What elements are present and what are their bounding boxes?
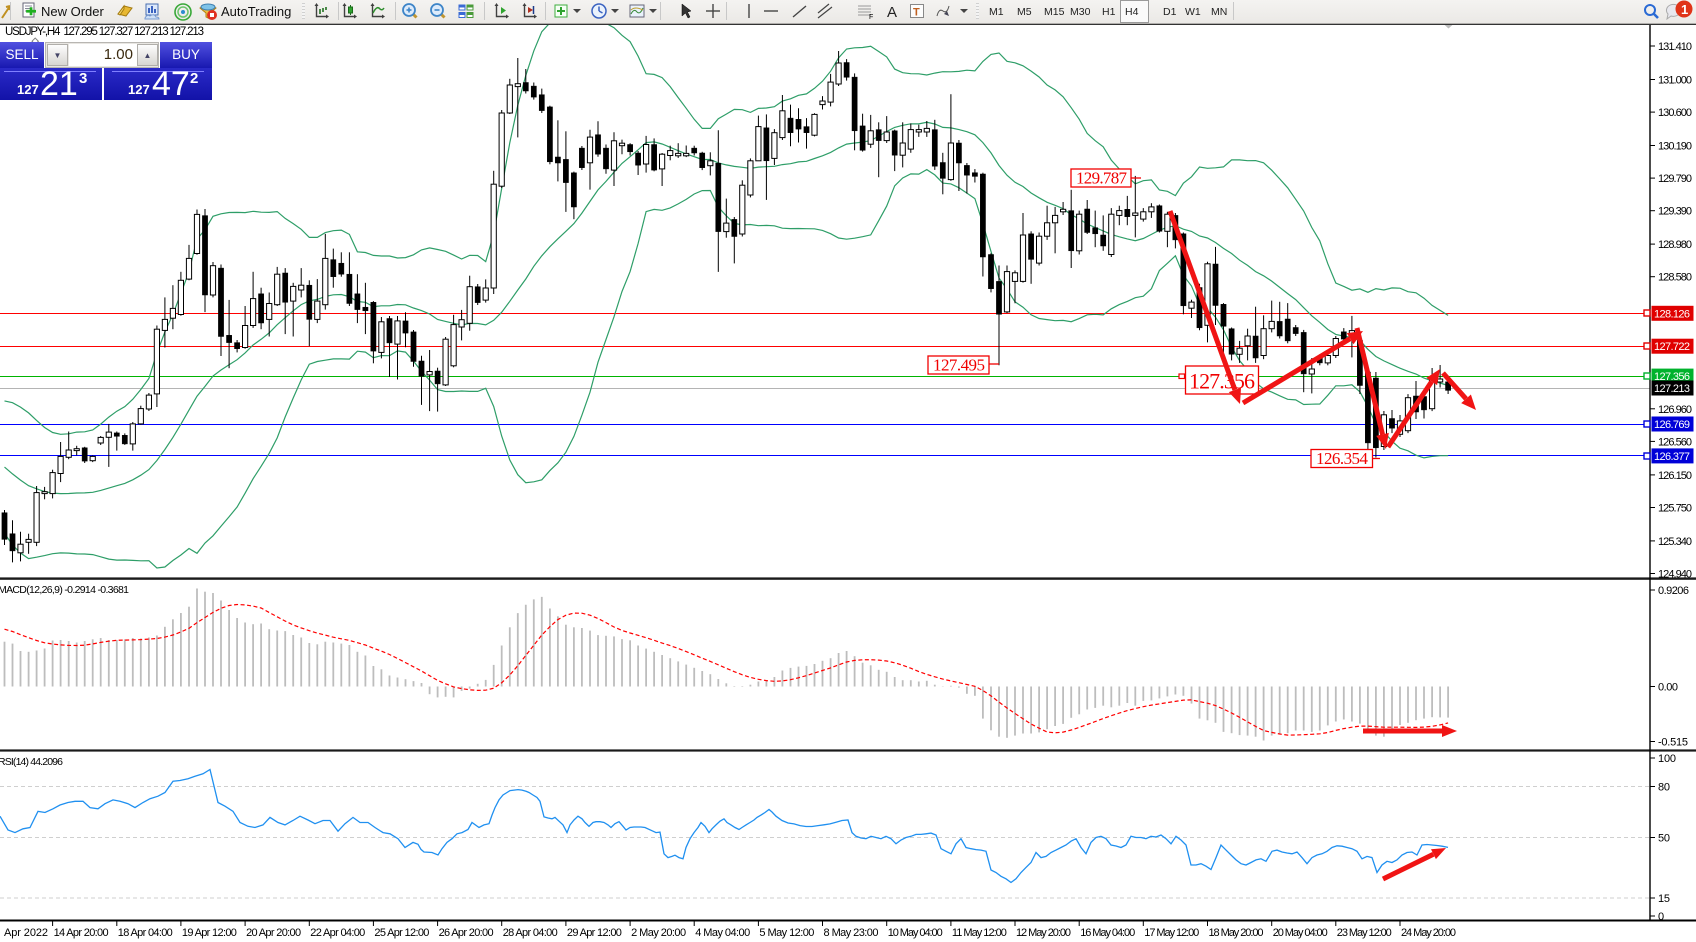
- svg-text:50: 50: [1658, 833, 1670, 845]
- svg-text:128.980: 128.980: [1658, 239, 1692, 251]
- svg-text:131.000: 131.000: [1658, 75, 1692, 87]
- svg-text:129.787: 129.787: [1076, 169, 1128, 188]
- svg-text:17 May 12:00: 17 May 12:00: [1144, 927, 1199, 939]
- svg-text:20 Apr 20:00: 20 Apr 20:00: [246, 927, 301, 939]
- svg-text:10 May 04:00: 10 May 04:00: [888, 927, 943, 939]
- svg-text:F: F: [869, 14, 873, 21]
- svg-text:USDJPY-,H4 127.295 127.327 12: USDJPY-,H4 127.295 127.327 127.213 127.2…: [5, 26, 204, 38]
- svg-text:Apr 2022: Apr 2022: [4, 927, 48, 939]
- svg-text:T: T: [913, 7, 920, 19]
- svg-text:128.580: 128.580: [1658, 272, 1692, 284]
- svg-text:MACD(12,26,9) -0.2914 -0.3681: MACD(12,26,9) -0.2914 -0.3681: [0, 584, 129, 596]
- svg-text:100: 100: [1658, 753, 1676, 765]
- svg-text:11 May 12:00: 11 May 12:00: [952, 927, 1007, 939]
- svg-text:127.495: 127.495: [933, 356, 985, 375]
- svg-text:126.377: 126.377: [1654, 451, 1690, 463]
- svg-text:127.722: 127.722: [1654, 341, 1690, 353]
- svg-text:126.769: 126.769: [1654, 419, 1690, 431]
- svg-text:4 May 04:00: 4 May 04:00: [695, 927, 750, 939]
- svg-text:127.213: 127.213: [1654, 383, 1690, 395]
- svg-text:18 May 20:00: 18 May 20:00: [1209, 927, 1264, 939]
- svg-text:2 May 20:00: 2 May 20:00: [631, 927, 686, 939]
- svg-text:129.390: 129.390: [1658, 206, 1692, 218]
- svg-text:22 Apr 04:00: 22 Apr 04:00: [310, 927, 365, 939]
- svg-text:128.126: 128.126: [1654, 308, 1690, 320]
- svg-text:-0.515: -0.515: [1658, 737, 1688, 749]
- svg-text:23 May 12:00: 23 May 12:00: [1337, 927, 1392, 939]
- svg-text:20 May 04:00: 20 May 04:00: [1273, 927, 1328, 939]
- svg-text:14 Apr 20:00: 14 Apr 20:00: [54, 927, 109, 939]
- svg-text:26 Apr 20:00: 26 Apr 20:00: [439, 927, 494, 939]
- svg-text:125.340: 125.340: [1658, 536, 1692, 548]
- svg-text:0.00: 0.00: [1658, 682, 1678, 694]
- svg-text:0.9206: 0.9206: [1658, 585, 1689, 597]
- svg-text:126.150: 126.150: [1658, 470, 1692, 482]
- svg-text:126.960: 126.960: [1658, 404, 1692, 416]
- svg-text:25 Apr 12:00: 25 Apr 12:00: [374, 927, 429, 939]
- svg-text:19 Apr 12:00: 19 Apr 12:00: [182, 927, 237, 939]
- svg-text:18 Apr 04:00: 18 Apr 04:00: [118, 927, 173, 939]
- svg-text:1: 1: [1681, 2, 1688, 17]
- svg-text:129.790: 129.790: [1658, 173, 1692, 185]
- svg-text:24 May 20:00: 24 May 20:00: [1401, 927, 1456, 939]
- svg-text:127.356: 127.356: [1654, 371, 1690, 383]
- svg-text:0: 0: [1658, 911, 1664, 923]
- svg-text:12 May 20:00: 12 May 20:00: [1016, 927, 1071, 939]
- svg-text:126.560: 126.560: [1658, 436, 1692, 448]
- svg-text:130.190: 130.190: [1658, 141, 1692, 153]
- svg-text:A: A: [887, 4, 897, 21]
- svg-text:130.600: 130.600: [1658, 107, 1692, 119]
- svg-text:124.940: 124.940: [1658, 569, 1692, 581]
- svg-text:RSI(14) 44.2096: RSI(14) 44.2096: [0, 756, 63, 768]
- svg-text:15: 15: [1658, 893, 1670, 905]
- svg-text:80: 80: [1658, 782, 1670, 794]
- svg-text:28 Apr 04:00: 28 Apr 04:00: [503, 927, 558, 939]
- svg-text:29 Apr 12:00: 29 Apr 12:00: [567, 927, 622, 939]
- svg-text:126.354: 126.354: [1316, 449, 1369, 468]
- svg-text:5 May 12:00: 5 May 12:00: [759, 927, 814, 939]
- svg-text:8 May 23:00: 8 May 23:00: [824, 927, 879, 939]
- svg-text:127.356: 127.356: [1189, 369, 1255, 394]
- svg-text:125.750: 125.750: [1658, 503, 1692, 515]
- svg-text:131.410: 131.410: [1658, 41, 1692, 53]
- svg-text:16 May 04:00: 16 May 04:00: [1080, 927, 1135, 939]
